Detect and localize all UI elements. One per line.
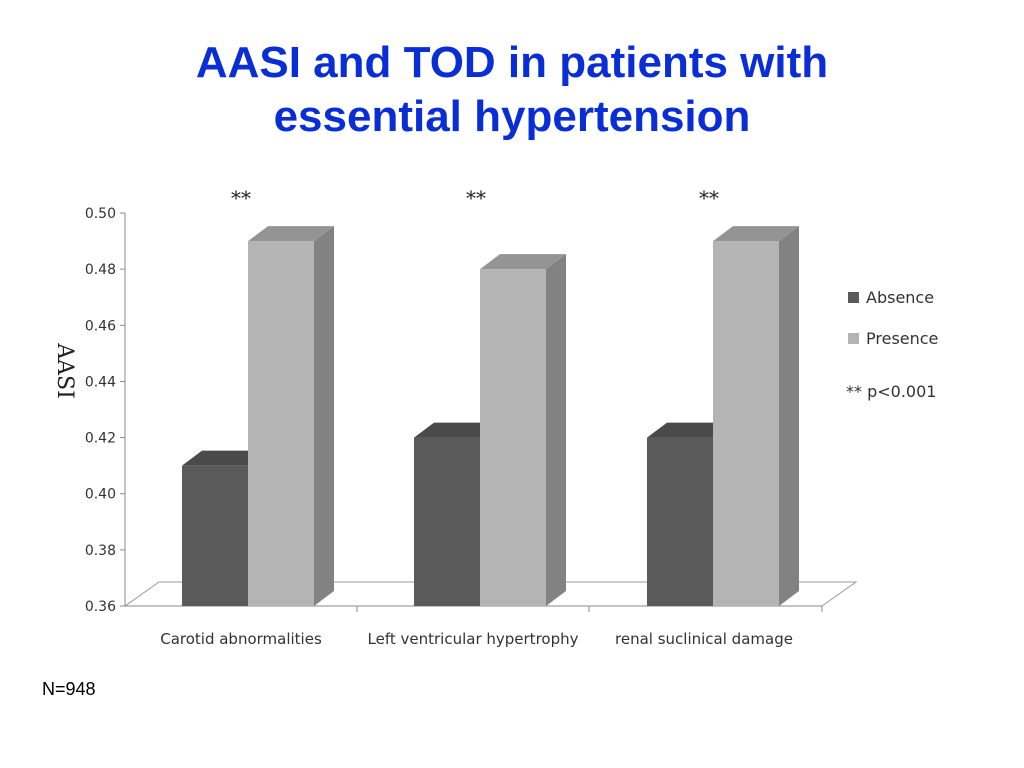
bar-top: [647, 422, 733, 438]
significance-marker: **: [231, 186, 251, 210]
bar-presence-3: [713, 226, 799, 607]
bar-side: [779, 226, 799, 607]
bar-top: [480, 254, 566, 270]
bar-front: [414, 437, 480, 606]
bar-top: [182, 450, 268, 466]
sample-size-note: N=948: [42, 679, 96, 699]
bars: [182, 226, 799, 607]
y-tick-label: 0.50: [85, 206, 116, 222]
bar-front: [248, 241, 314, 607]
y-tick-label: 0.38: [85, 543, 116, 559]
bar-side: [546, 254, 566, 606]
y-axis-title: AASI: [52, 342, 77, 399]
title-line-2: essential hypertension: [273, 92, 751, 141]
bar-front: [480, 269, 546, 606]
y-tick-label: 0.48: [85, 262, 116, 278]
legend-swatch-presence: [848, 333, 859, 344]
x-category-label: Left ventricular hypertrophy: [368, 630, 579, 648]
bar-presence-1: [248, 226, 334, 607]
bar-top: [248, 226, 334, 242]
y-tick-label: 0.36: [85, 599, 116, 615]
y-tick-label: 0.40: [85, 487, 116, 503]
y-tick-label: 0.44: [85, 374, 116, 390]
bar-front: [713, 241, 779, 607]
legend: Absence Presence ** p<0.001: [846, 288, 938, 401]
title-line-1: AASI and TOD in patients with: [195, 38, 829, 87]
bar-front: [647, 437, 713, 606]
legend-label-absence: Absence: [866, 288, 934, 307]
legend-label-presence: Presence: [866, 329, 938, 348]
significance-marker: **: [699, 186, 719, 210]
chart-labels: AASI Carotid abnormalities ** Left ventricu…: [52, 186, 793, 648]
bar-front: [182, 465, 248, 606]
legend-significance-note: ** p<0.001: [846, 382, 936, 401]
x-category-label: renal suclinical damage: [615, 630, 793, 648]
legend-swatch-absence: [848, 292, 859, 303]
bar-side: [314, 226, 334, 607]
slide-title: AASI and TOD in patients with essential …: [40, 36, 984, 144]
y-tick-label: 0.46: [85, 318, 116, 334]
bar-top: [414, 422, 500, 438]
y-tick-label: 0.42: [85, 431, 116, 447]
x-category-label: Carotid abnormalities: [160, 630, 322, 648]
bar-presence-2: [480, 254, 566, 606]
significance-marker: **: [466, 186, 486, 210]
bar-top: [713, 226, 799, 242]
